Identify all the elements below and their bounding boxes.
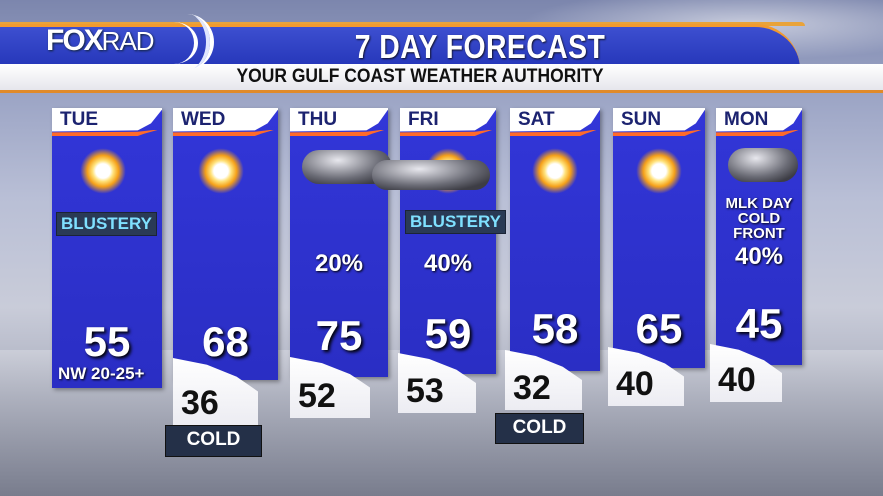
low-temp: 52 (298, 377, 336, 415)
rain-chance: 40% (423, 250, 473, 277)
low-temp: 40 (616, 365, 654, 403)
day-name: MON (724, 109, 769, 130)
low-temp: 36 (181, 384, 219, 422)
day-header (290, 108, 388, 132)
subtitle-bar (0, 64, 883, 93)
low-temp-box: 36 (173, 358, 258, 425)
day-name: TUE (60, 109, 98, 130)
condition-tag: BLUSTERY (56, 212, 157, 236)
high-temp: 75 (315, 312, 363, 359)
high-temp: 68 (202, 318, 249, 365)
cloudy-icon (728, 148, 798, 182)
day-header-accent (173, 130, 278, 136)
low-temp-box: 40 (710, 344, 782, 402)
page-subtitle: YOUR GULF COAST WEATHER AUTHORITY (236, 66, 604, 87)
condition-tag: BLUSTERY (405, 210, 506, 234)
day-name: SUN (621, 109, 662, 130)
rain-chance: 20% (314, 250, 364, 277)
sunny-icon (532, 148, 578, 194)
day-header-accent (400, 130, 496, 136)
day-header (613, 108, 705, 132)
day-header (716, 108, 802, 132)
radar-rings-icon (150, 22, 198, 64)
foxrad-logo: FOXRAD (46, 24, 155, 57)
high-temp: 55 (83, 318, 131, 365)
day-name: FRI (408, 109, 439, 130)
title-banner (0, 24, 800, 69)
low-temp: 53 (406, 372, 444, 410)
cold-tag: COLD (165, 425, 262, 457)
day-header (510, 108, 600, 132)
low-temp-box: 40 (608, 347, 684, 406)
cold-tag: COLD (495, 413, 584, 444)
day-header-accent (716, 130, 802, 136)
cloud-icon (372, 160, 490, 190)
day-header (173, 108, 278, 132)
low-temp-box: 53 (398, 353, 476, 413)
day-header-accent (510, 130, 600, 136)
low-temp: 40 (718, 361, 756, 399)
day-header-accent (290, 130, 388, 136)
forecast-note: MLK DAY COLD FRONT (725, 195, 793, 242)
low-temp-box: 52 (290, 357, 370, 418)
high-temp: 58 (531, 305, 579, 352)
high-temp: 59 (424, 310, 472, 357)
high-temp: 65 (635, 305, 683, 352)
sunny-icon (198, 148, 244, 194)
sunny-icon (80, 148, 126, 194)
day-header (52, 108, 162, 132)
day-header-accent (613, 130, 705, 136)
high-temp: 45 (735, 300, 783, 347)
radar-rings-icon (160, 14, 214, 70)
day-name: WED (181, 109, 226, 130)
wind-forecast: NW 20-25+ (58, 364, 145, 383)
day-name: SAT (518, 109, 555, 130)
low-temp: 32 (513, 369, 551, 407)
sunny-icon (636, 148, 682, 194)
page-title: 7 DAY FORECAST (354, 28, 606, 65)
day-header-accent (52, 130, 162, 136)
day-header (400, 108, 496, 132)
day-name: THU (298, 109, 338, 130)
rain-chance: 40% (734, 243, 784, 270)
